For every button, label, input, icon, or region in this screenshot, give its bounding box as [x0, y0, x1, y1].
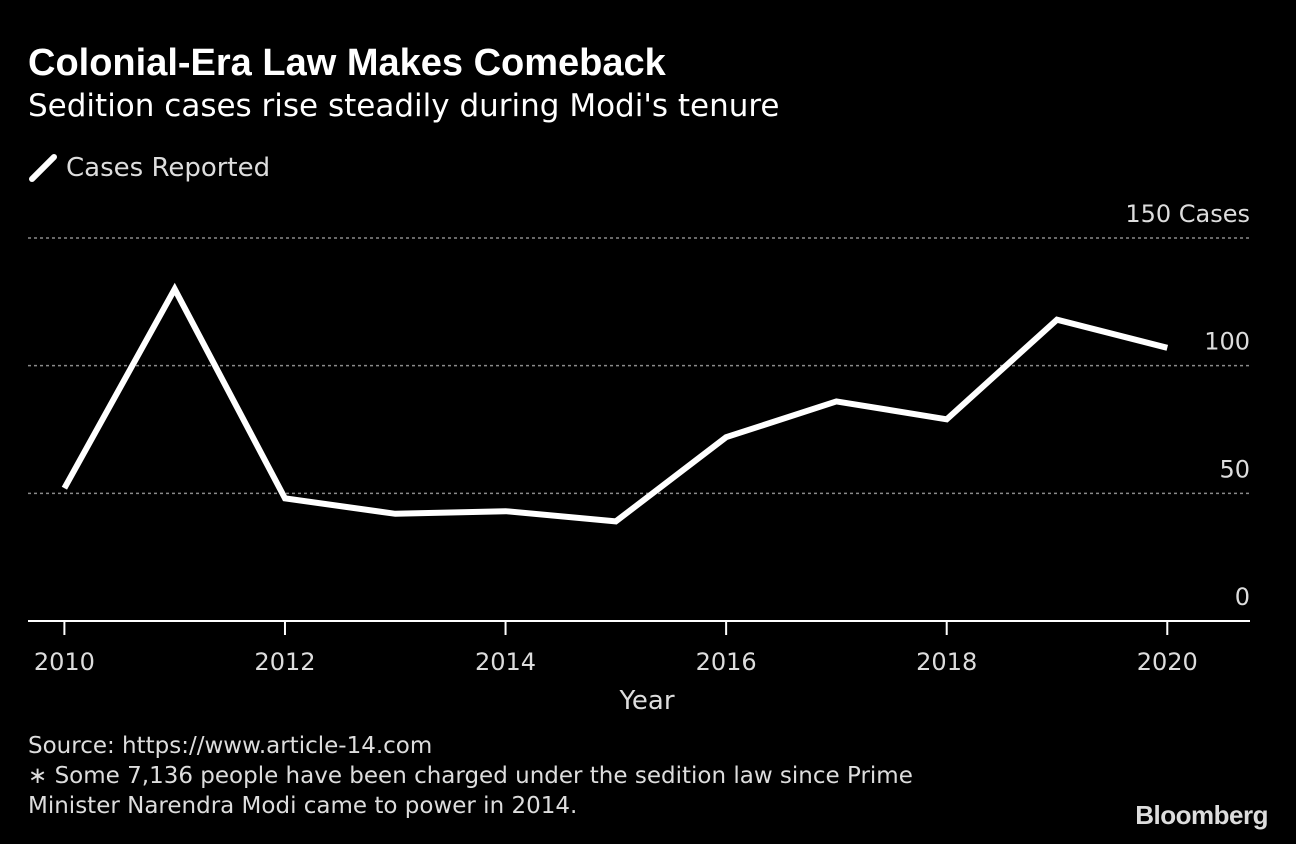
- x-axis-title: Year: [618, 686, 674, 716]
- gridlines: [28, 237, 1250, 495]
- y-tick-label-50: 50: [1219, 455, 1250, 483]
- x-axis-labels: 2010 2012 2014 2016 2018 2020: [34, 648, 1198, 676]
- footnote-line-1: ∗ Some 7,136 people have been charged un…: [28, 763, 913, 789]
- source-note: Source: https://www.article-14.com: [28, 733, 433, 759]
- y-tick-label-150: 150 Cases: [1125, 200, 1250, 228]
- series-line-cases-reported: [61, 282, 1169, 525]
- x-tick-label-2012: 2012: [254, 648, 315, 676]
- x-tick-label-2020: 2020: [1137, 648, 1198, 676]
- legend: Cases Reported: [28, 150, 270, 186]
- x-tick-label-2018: 2018: [916, 648, 977, 676]
- legend-label-cases-reported: Cases Reported: [66, 153, 271, 183]
- footnote-line-2: Minister Narendra Modi came to power in …: [28, 793, 578, 819]
- x-tick-label-2014: 2014: [475, 648, 536, 676]
- y-tick-label-0: 0: [1235, 583, 1250, 611]
- y-tick-label-100: 100: [1204, 328, 1250, 356]
- x-tick-label-2010: 2010: [34, 648, 95, 676]
- chart-title: Colonial-Era Law Makes Comeback: [28, 42, 666, 84]
- legend-line-icon: [29, 154, 57, 182]
- series: [61, 282, 1169, 525]
- x-axis: [28, 620, 1250, 635]
- y-axis-labels: 0 50 100 150 Cases: [1125, 200, 1250, 611]
- x-tick-label-2016: 2016: [696, 648, 757, 676]
- bloomberg-logo: Bloomberg: [1135, 800, 1268, 830]
- chart-subtitle: Sedition cases rise steadily during Modi…: [28, 88, 780, 124]
